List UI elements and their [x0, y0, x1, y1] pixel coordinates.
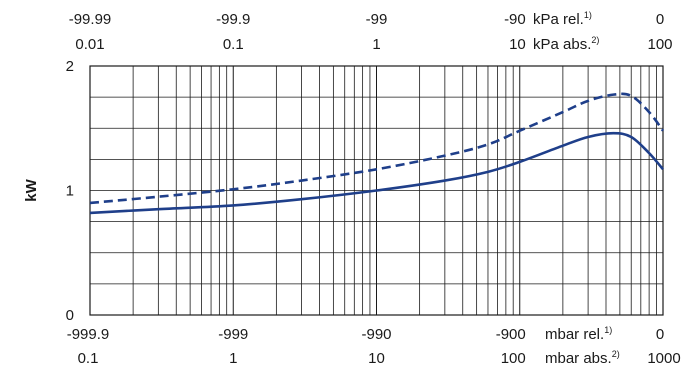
top-tick-label: 10 [509, 36, 526, 53]
top-tick-label: -99.99 [69, 11, 112, 28]
series-group [89, 92, 665, 215]
bottom-axis-unit: mbar abs.2) [545, 349, 620, 367]
plot-frame [89, 65, 664, 316]
top-tick-label: 0.1 [223, 36, 244, 53]
series-line-dashed [89, 92, 665, 205]
bottom-tick-label: 10 [368, 350, 385, 367]
top-tick-label: 0 [656, 11, 664, 28]
top-axis-unit-footnote: 2) [591, 35, 599, 45]
top-tick-label: 0.01 [75, 36, 104, 53]
bottom-axis-unit-footnote: 1) [604, 325, 612, 335]
bottom-tick-label: 1 [229, 350, 237, 367]
top-tick-label: 100 [647, 36, 672, 53]
y-tick-label: 1 [66, 183, 74, 200]
bottom-tick-label: -999.9 [67, 326, 110, 343]
bottom-tick-label: 0 [656, 326, 664, 343]
bottom-tick-label: 1000 [647, 350, 680, 367]
bottom-tick-label: 0.1 [78, 350, 99, 367]
top-axis-unit-footnote: 1) [584, 10, 592, 20]
top-axis-unit: kPa rel.1) [533, 10, 592, 28]
top-axis-unit: kPa abs.2) [533, 35, 599, 53]
plot-grid [90, 66, 663, 315]
y-tick-label: 0 [66, 307, 74, 324]
bottom-tick-label: -990 [361, 326, 391, 343]
bottom-axis-unit: mbar rel.1) [545, 325, 612, 343]
y-axis-label: kW [23, 178, 40, 201]
top-tick-label: -99.9 [216, 11, 250, 28]
bottom-tick-label: 100 [501, 350, 526, 367]
bottom-tick-label: -900 [496, 326, 526, 343]
top-tick-label: -90 [504, 11, 526, 28]
series-line-solid [89, 131, 664, 215]
top-tick-label: -99 [366, 11, 388, 28]
top-tick-label: 1 [372, 36, 380, 53]
bottom-axis-unit-footnote: 2) [612, 349, 620, 359]
bottom-tick-label: -999 [218, 326, 248, 343]
y-tick-label: 2 [66, 58, 74, 75]
